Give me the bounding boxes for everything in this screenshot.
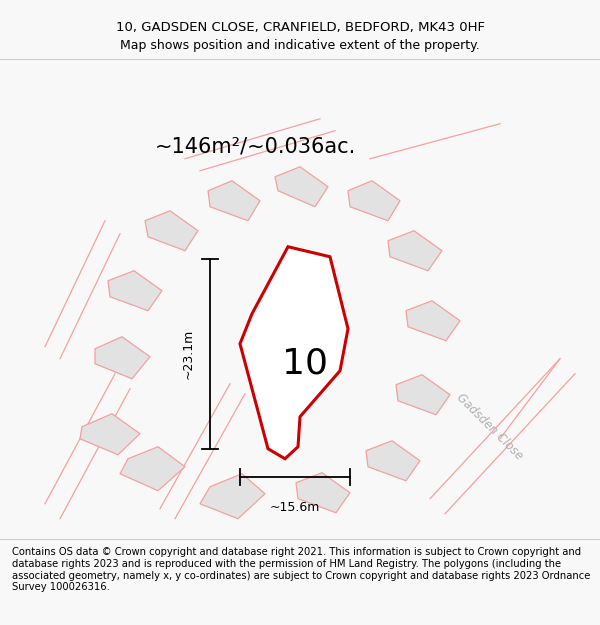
Polygon shape [80, 414, 140, 455]
Polygon shape [208, 181, 260, 221]
Text: Map shows position and indicative extent of the property.: Map shows position and indicative extent… [120, 39, 480, 51]
Polygon shape [145, 211, 198, 251]
Polygon shape [406, 301, 460, 341]
Text: Contains OS data © Crown copyright and database right 2021. This information is : Contains OS data © Crown copyright and d… [12, 548, 590, 592]
Polygon shape [240, 247, 348, 459]
Text: ~146m²/~0.036ac.: ~146m²/~0.036ac. [154, 137, 356, 157]
Text: 10: 10 [282, 347, 328, 381]
Text: Gadsden Close: Gadsden Close [454, 391, 526, 462]
Polygon shape [120, 447, 185, 491]
Text: ~15.6m: ~15.6m [270, 501, 320, 514]
Polygon shape [95, 337, 150, 379]
Polygon shape [200, 474, 265, 519]
Text: ~23.1m: ~23.1m [182, 329, 194, 379]
Polygon shape [388, 231, 442, 271]
Polygon shape [108, 271, 162, 311]
Polygon shape [396, 375, 450, 415]
Polygon shape [275, 167, 328, 207]
Polygon shape [296, 472, 350, 512]
Polygon shape [348, 181, 400, 221]
Polygon shape [366, 441, 420, 481]
Text: 10, GADSDEN CLOSE, CRANFIELD, BEDFORD, MK43 0HF: 10, GADSDEN CLOSE, CRANFIELD, BEDFORD, M… [115, 21, 485, 34]
